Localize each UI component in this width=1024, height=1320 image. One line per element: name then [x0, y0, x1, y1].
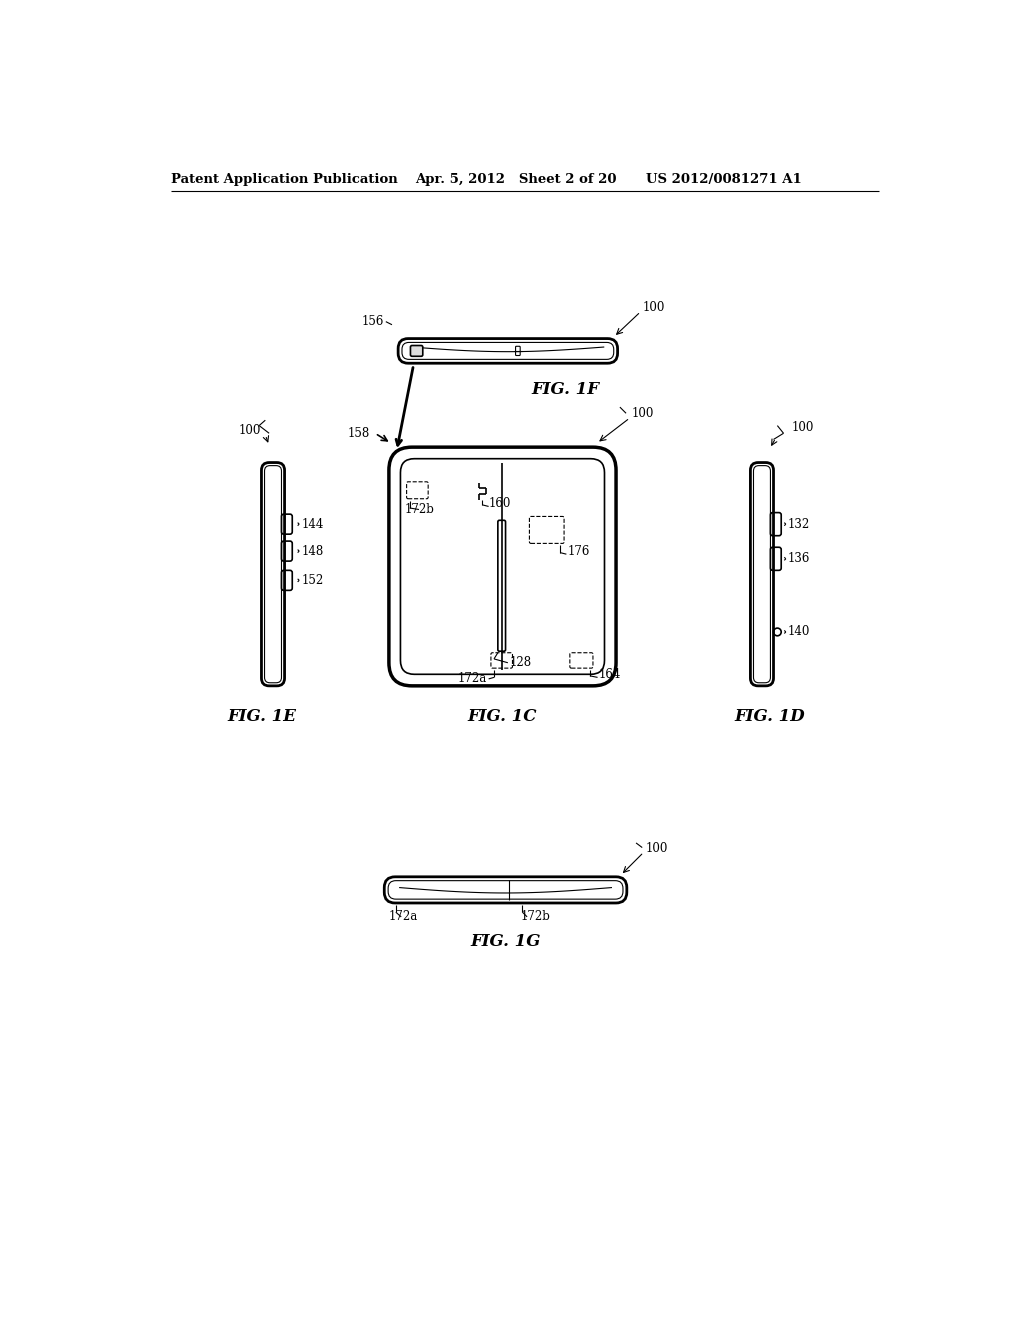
Text: FIG. 1F: FIG. 1F — [531, 381, 599, 397]
Text: 172a: 172a — [458, 672, 487, 685]
Text: 148: 148 — [301, 545, 324, 557]
Text: 156: 156 — [361, 315, 384, 329]
Text: FIG. 1D: FIG. 1D — [734, 708, 805, 725]
Text: 100: 100 — [792, 421, 814, 434]
Text: FIG. 1C: FIG. 1C — [468, 708, 538, 725]
Text: 172b: 172b — [406, 503, 435, 516]
Text: 176: 176 — [568, 545, 590, 557]
Text: 164: 164 — [599, 668, 622, 681]
Text: 158: 158 — [347, 426, 370, 440]
Text: 100: 100 — [239, 424, 261, 437]
Text: US 2012/0081271 A1: US 2012/0081271 A1 — [646, 173, 802, 186]
Text: FIG. 1E: FIG. 1E — [227, 708, 296, 725]
Text: 132: 132 — [787, 517, 810, 531]
Text: 100: 100 — [642, 301, 665, 314]
Text: 140: 140 — [787, 626, 810, 639]
Text: 144: 144 — [301, 517, 324, 531]
Text: 172a: 172a — [388, 911, 418, 924]
Text: 160: 160 — [488, 496, 511, 510]
Text: 136: 136 — [787, 552, 810, 565]
Text: 100: 100 — [645, 842, 668, 855]
Text: Patent Application Publication: Patent Application Publication — [171, 173, 397, 186]
Text: 172b: 172b — [521, 911, 551, 924]
Text: 128: 128 — [509, 656, 531, 669]
Text: 152: 152 — [301, 574, 324, 587]
FancyBboxPatch shape — [411, 346, 423, 356]
Text: 100: 100 — [632, 407, 653, 420]
Text: Apr. 5, 2012   Sheet 2 of 20: Apr. 5, 2012 Sheet 2 of 20 — [416, 173, 616, 186]
Text: FIG. 1G: FIG. 1G — [470, 933, 541, 950]
